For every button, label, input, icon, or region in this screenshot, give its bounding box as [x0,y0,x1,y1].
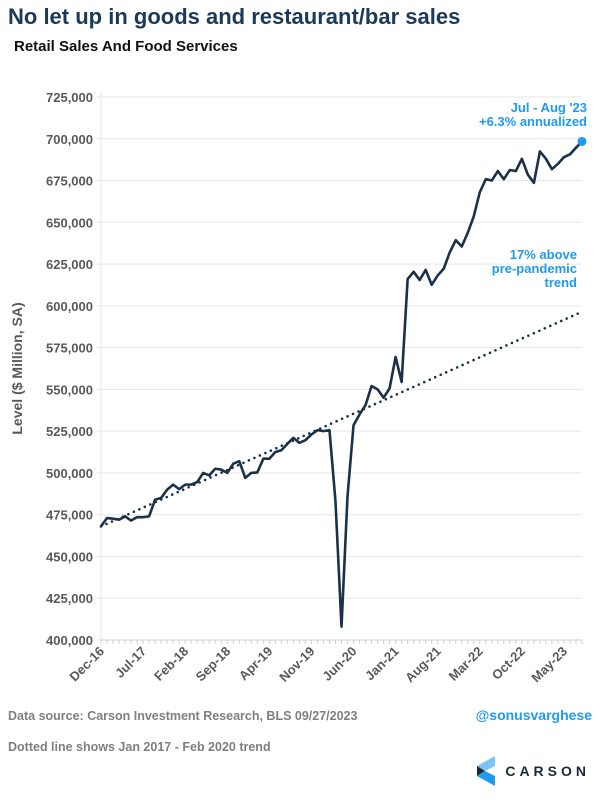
y-axis-label: Level ($ Million, SA) [9,302,25,434]
x-tick-label: Aug-21 [402,644,444,686]
chart-title: Retail Sales And Food Services [14,38,238,55]
annotation-trend: trend [545,275,578,290]
trend-note: Dotted line shows Jan 2017 - Feb 2020 tr… [8,740,271,754]
y-tick-label: 450,000 [46,549,93,564]
x-tick-label: Mar-22 [446,644,486,684]
x-tick-label: Jul-17 [112,644,149,681]
y-tick-label: 700,000 [46,132,93,147]
annotation-trend: pre-pandemic [492,261,577,276]
logo-text: CARSON [505,763,590,779]
x-tick-label: Dec-16 [66,644,107,685]
y-tick-label: 650,000 [46,215,93,230]
line-chart: 400,000 425,000 450,000 475,000 500,000 525,0… [9,90,587,686]
retail-sales-line [99,140,583,628]
y-tick-label: 500,000 [46,466,93,481]
x-tick-label: Sep-18 [193,644,234,685]
carson-logo-icon [477,756,496,786]
latest-point-marker [577,136,587,146]
y-tick-label: 550,000 [46,382,93,397]
x-tick-label: Apr-19 [236,644,276,684]
x-tick-label: Nov-19 [276,644,317,685]
trend-line-dotted [99,310,584,528]
x-tick-label: Feb-18 [151,644,191,684]
x-tick-label: Jun-20 [319,644,359,684]
y-tick-label: 675,000 [46,174,93,189]
page-title: No let up in goods and restaurant/bar sa… [8,4,461,29]
x-tick-label: May-23 [528,644,570,686]
y-tick-label: 475,000 [46,508,93,523]
x-tick-label: Jan-21 [362,644,402,684]
annotation-trend: 17% above [510,247,577,262]
y-tick-label: 575,000 [46,341,93,356]
data-source: Data source: Carson Investment Research,… [8,709,358,723]
y-tick-label: 525,000 [46,424,93,439]
y-tick-label: 725,000 [46,90,93,105]
y-tick-label: 625,000 [46,257,93,272]
y-tick-label: 425,000 [46,591,93,606]
annotation-latest: Jul - Aug '23 [511,100,587,115]
carson-logo: CARSON [477,756,590,786]
annotation-latest: +6.3% annualized [479,114,587,129]
x-tick-label: Oct-22 [489,644,528,683]
twitter-handle-link[interactable]: @sonusvarghese [475,707,592,723]
y-tick-label: 600,000 [46,299,93,314]
y-tick-label: 400,000 [46,633,93,648]
